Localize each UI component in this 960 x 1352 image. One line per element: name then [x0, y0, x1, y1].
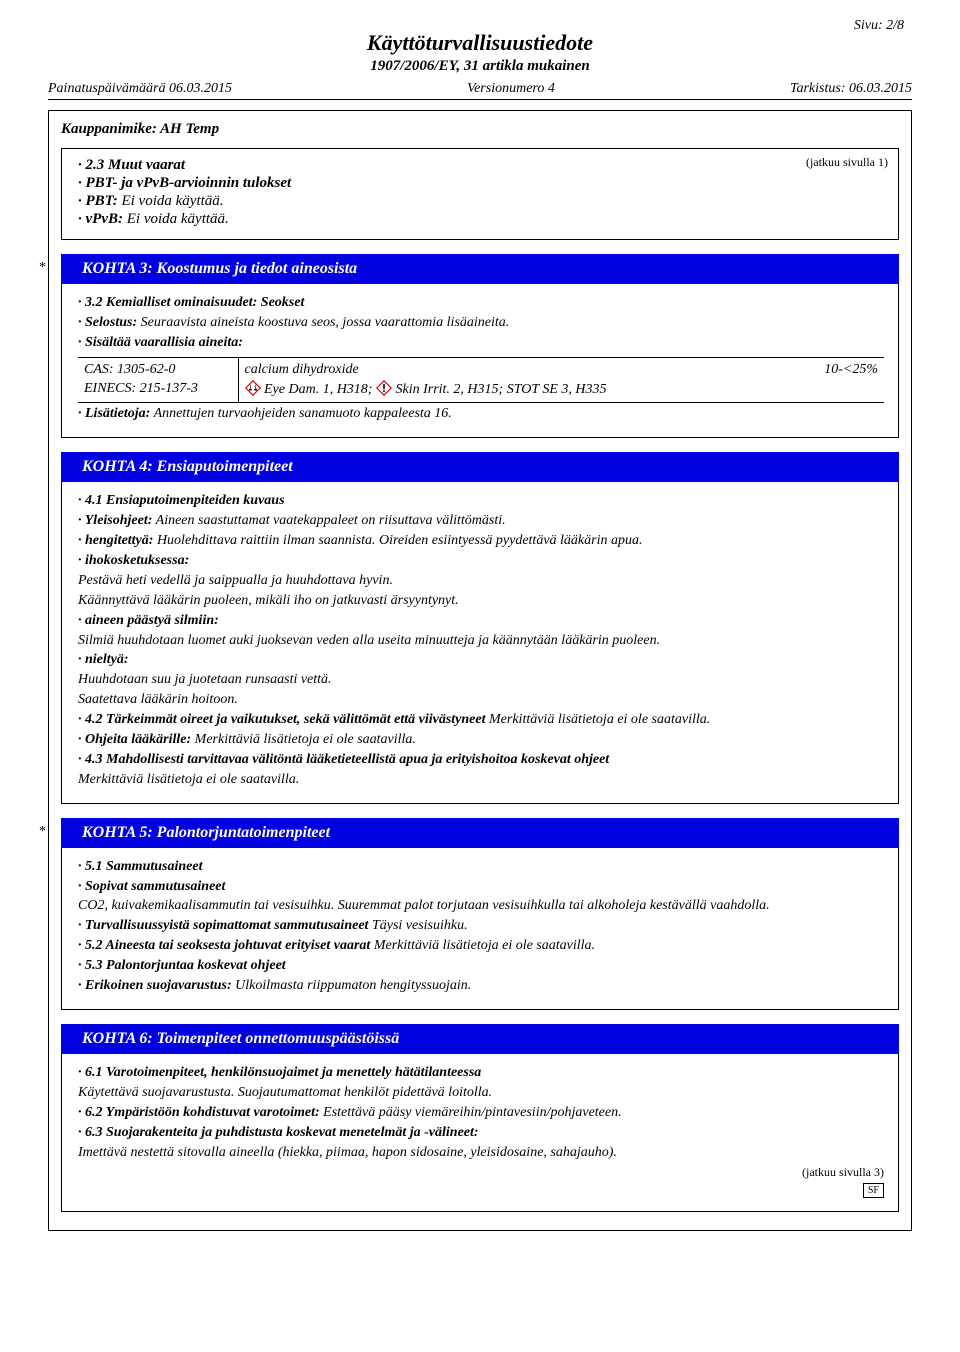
- section-6-header: KOHTA 6: Toimenpiteet onnettomuuspäästöi…: [61, 1024, 899, 1054]
- sf-wrap: SF: [78, 1181, 884, 1200]
- section-4-header: KOHTA 4: Ensiaputoimenpiteet: [61, 452, 899, 482]
- vpvb-text: Ei voida käyttää.: [123, 211, 229, 227]
- s6-1-text: Käytettävä suojavarustusta. Suojautumatt…: [78, 1084, 884, 1103]
- s4-inhaled-text: Huolehdittava raittiin ilman saannista. …: [153, 533, 642, 548]
- s4-eyes-label: · aineen päästyä silmiin:: [78, 613, 219, 628]
- s3-hazardous-ing-label: · Sisältää vaarallisia aineita:: [78, 335, 243, 350]
- s6-1-label: · 6.1 Varotoimenpiteet, henkilönsuojaime…: [78, 1065, 481, 1080]
- document-title: Käyttöturvallisuustiedote: [48, 30, 912, 56]
- s5-suitable-text: CO2, kuivakemikaalisammutin tai vesisuih…: [78, 897, 884, 916]
- hazard-line: Eye Dam. 1, H318; Skin Irrit. 2, H315; S…: [245, 380, 789, 400]
- s4-eyes-text: Silmiä huuhdotaan luomet auki juoksevan …: [78, 632, 884, 651]
- s4-skin-text2: Käännyttävä lääkärin puoleen, mikäli iho…: [78, 592, 884, 611]
- s4-swallow-text1: Huuhdotaan suu ja juotetaan runsaasti ve…: [78, 671, 884, 690]
- s4-physician-label: · Ohjeita lääkärille:: [78, 732, 191, 747]
- s4-2-label: · 4.2 Tärkeimmät oireet ja vaikutukset, …: [78, 712, 486, 727]
- continued-to-label: (jatkuu sivulla 3): [78, 1164, 884, 1180]
- s3-selostus-text: Seuraavista aineista koostuva seos, joss…: [137, 315, 509, 330]
- substance-cell: calcium dihydroxide Eye Dam. 1, H318; Sk…: [238, 357, 794, 403]
- substance-name: calcium dihydroxide: [245, 361, 789, 380]
- s4-3-label: · 4.3 Mahdollisesti tarvittavaa välitönt…: [78, 752, 609, 767]
- cas-cell: CAS: 1305-62-0 EINECS: 215-137-3: [78, 357, 238, 403]
- s3-selostus-label: · Selostus:: [78, 315, 137, 330]
- s5-1-label: · 5.1 Sammutusaineet: [78, 859, 202, 874]
- revision-date: Tarkistus: 06.03.2015: [790, 81, 912, 97]
- section-4: KOHTA 4: Ensiaputoimenpiteet · 4.1 Ensia…: [61, 452, 899, 803]
- s4-physician-text: Merkittäviä lisätietoja ei ole saatavill…: [191, 732, 416, 747]
- s4-2-text: Merkittäviä lisätietoja ei ole saatavill…: [486, 712, 711, 727]
- s4-3-text: Merkittäviä lisätietoja ei ole saatavill…: [78, 771, 884, 790]
- s5-unsuitable-label: · Turvallisuussyistä sopimattomat sammut…: [78, 918, 368, 933]
- section-3-star: *: [39, 260, 46, 276]
- continued-from-label: (jatkuu sivulla 1): [806, 155, 888, 170]
- s6-2-text: Estettävä pääsy viemäreihin/pintavesiin/…: [320, 1105, 622, 1120]
- s3-more-info-text: Annettujen turvaohjeiden sanamuoto kappa…: [150, 406, 451, 421]
- pbt-text: Ei voida käyttää.: [118, 193, 224, 209]
- trade-name: Kauppanimike: AH Temp: [61, 121, 899, 138]
- content-outer-box: Kauppanimike: AH Temp (jatkuu sivulla 1)…: [48, 110, 912, 1231]
- pbt-label: · PBT:: [78, 193, 118, 209]
- s6-2-label: · 6.2 Ympäristöön kohdistuvat varotoimet…: [78, 1105, 320, 1120]
- s6-3-text: Imettävä nestettä sitovalla aineella (hi…: [78, 1144, 884, 1163]
- s5-suitable-label: · Sopivat sammutusaineet: [78, 879, 225, 894]
- s5-2-text: Merkittäviä lisätietoja ei ole saatavill…: [370, 938, 595, 953]
- s5-3-label: · 5.3 Palontorjuntaa koskevat ohjeet: [78, 958, 286, 973]
- s4-general-text: Aineen saastuttamat vaatekappaleet on ri…: [152, 513, 505, 528]
- continuation-box: (jatkuu sivulla 1) · 2.3 Muut vaarat · P…: [61, 148, 899, 240]
- s4-skin-label: · ihokosketuksessa:: [78, 553, 189, 568]
- s6-3-label: · 6.3 Suojarakenteita ja puhdistusta kos…: [78, 1125, 479, 1140]
- version-number: Versionumero 4: [467, 81, 555, 97]
- pbt-vpvb-heading: · PBT- ja vPvB-arvioinnin tulokset: [78, 175, 291, 191]
- section-3: * KOHTA 3: Koostumus ja tiedot aineosist…: [61, 254, 899, 438]
- hazard-text-b: Skin Irrit. 2, H315; STOT SE 3, H335: [392, 382, 607, 397]
- section-6: KOHTA 6: Toimenpiteet onnettomuuspäästöi…: [61, 1024, 899, 1213]
- percentage-cell: 10-<25%: [794, 357, 884, 403]
- document-subtitle: 1907/2006/EY, 31 artikla mukainen: [48, 58, 912, 75]
- ghs-corrosion-icon: [245, 380, 261, 396]
- section-5-body: · 5.1 Sammutusaineet · Sopivat sammutusa…: [61, 848, 899, 1010]
- section-5-header: KOHTA 5: Palontorjuntatoimenpiteet: [61, 818, 899, 848]
- vpvb-label: · vPvB:: [78, 211, 123, 227]
- s4-skin-text1: Pestävä heti vedellä ja saippualla ja hu…: [78, 572, 884, 591]
- hazards-2-3-label: · 2.3 Muut vaarat: [78, 157, 185, 173]
- section-6-body: · 6.1 Varotoimenpiteet, henkilönsuojaime…: [61, 1054, 899, 1213]
- s3-more-info-label: · Lisätietoja:: [78, 406, 150, 421]
- section-3-header: KOHTA 3: Koostumus ja tiedot aineosista: [61, 254, 899, 284]
- print-date: Painatuspäivämäärä 06.03.2015: [48, 81, 232, 97]
- header-row: Painatuspäivämäärä 06.03.2015 Versionume…: [48, 81, 912, 100]
- cas-number: CAS: 1305-62-0: [84, 361, 232, 380]
- sf-box: SF: [863, 1183, 884, 1199]
- s4-inhaled-label: · hengitettyä:: [78, 533, 153, 548]
- section-4-body: · 4.1 Ensiaputoimenpiteiden kuvaus · Yle…: [61, 482, 899, 803]
- einecs-number: EINECS: 215-137-3: [84, 380, 232, 399]
- section-5-star: *: [39, 824, 46, 840]
- s5-protection-label: · Erikoinen suojavarustus:: [78, 978, 232, 993]
- s4-1-label: · 4.1 Ensiaputoimenpiteiden kuvaus: [78, 493, 285, 508]
- s4-swallow-text2: Saatettava lääkärin hoitoon.: [78, 691, 884, 710]
- hazard-text-a: Eye Dam. 1, H318;: [261, 382, 376, 397]
- s5-protection-text: Ulkoilmasta riippumaton hengityssuojain.: [232, 978, 472, 993]
- table-row: CAS: 1305-62-0 EINECS: 215-137-3 calcium…: [78, 357, 884, 403]
- s3-chem-properties-label: · 3.2 Kemialliset ominaisuudet: Seokset: [78, 295, 304, 310]
- page-number: Sivu: 2/8: [854, 18, 904, 34]
- section-5: * KOHTA 5: Palontorjuntatoimenpiteet · 5…: [61, 818, 899, 1010]
- s4-swallow-label: · nieltyä:: [78, 652, 129, 667]
- s5-unsuitable-text: Täysi vesisuihku.: [368, 918, 467, 933]
- page: Sivu: 2/8 Käyttöturvallisuustiedote 1907…: [0, 0, 960, 1271]
- s5-2-label: · 5.2 Aineesta tai seoksesta johtuvat er…: [78, 938, 370, 953]
- ingredients-table: CAS: 1305-62-0 EINECS: 215-137-3 calcium…: [78, 357, 884, 404]
- s4-general-label: · Yleisohjeet:: [78, 513, 152, 528]
- section-3-body: · 3.2 Kemialliset ominaisuudet: Seokset …: [61, 284, 899, 438]
- ghs-exclamation-icon: [376, 380, 392, 396]
